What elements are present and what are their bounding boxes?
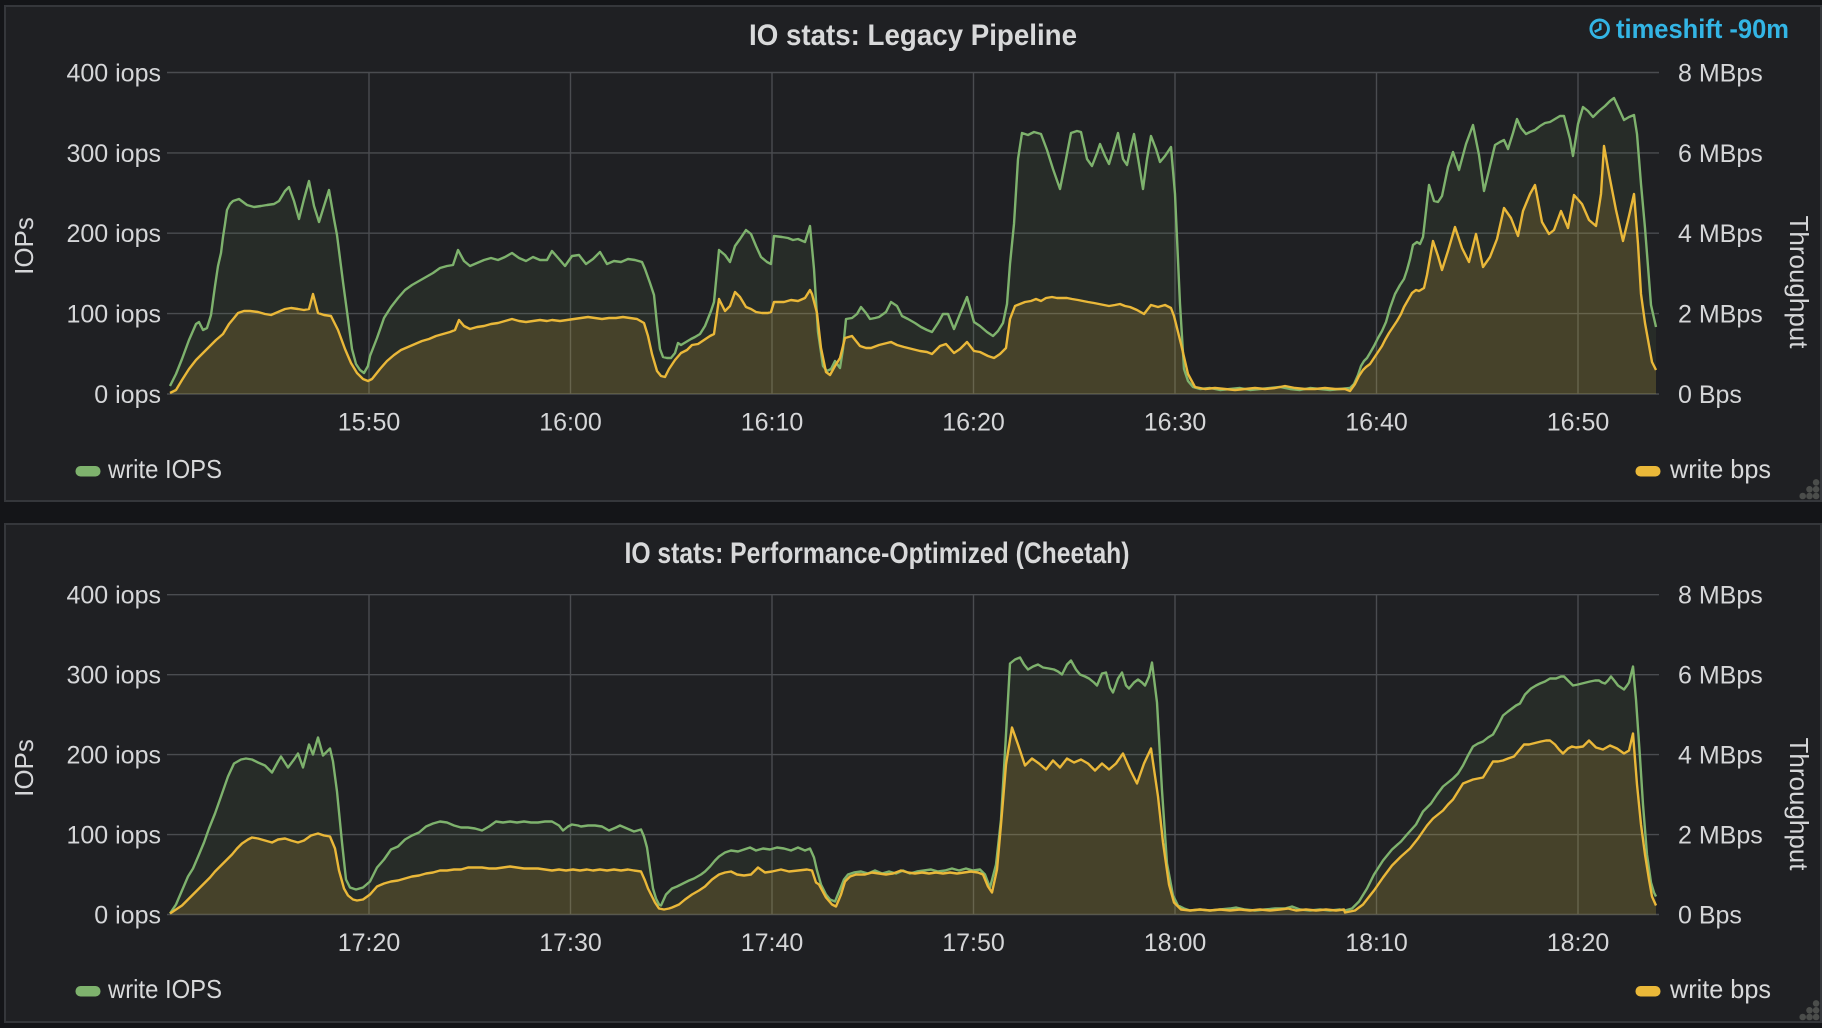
svg-text:18:20: 18:20 — [1547, 929, 1610, 957]
svg-text:16:20: 16:20 — [942, 409, 1005, 437]
svg-text:400 iops: 400 iops — [66, 60, 161, 88]
svg-text:200 iops: 200 iops — [66, 220, 161, 248]
svg-text:8 MBps: 8 MBps — [1678, 582, 1763, 610]
svg-text:2 MBps: 2 MBps — [1678, 822, 1763, 850]
svg-text:17:50: 17:50 — [942, 929, 1005, 957]
svg-text:100 iops: 100 iops — [66, 822, 161, 850]
svg-text:0 iops: 0 iops — [94, 902, 161, 930]
svg-text:100 iops: 100 iops — [66, 301, 161, 329]
svg-text:300 iops: 300 iops — [66, 140, 161, 168]
svg-text:write IOPS: write IOPS — [107, 454, 222, 484]
svg-text:0 iops: 0 iops — [94, 381, 161, 409]
svg-text:200 iops: 200 iops — [66, 742, 161, 770]
svg-text:16:30: 16:30 — [1144, 409, 1207, 437]
svg-text:0 Bps: 0 Bps — [1678, 381, 1742, 409]
svg-text:IO stats: Legacy Pipeline: IO stats: Legacy Pipeline — [749, 19, 1077, 52]
svg-text:4 MBps: 4 MBps — [1678, 220, 1763, 248]
svg-text:15:50: 15:50 — [338, 409, 401, 437]
svg-text:IO stats: Performance-Optimize: IO stats: Performance-Optimized (Cheetah… — [625, 537, 1130, 570]
svg-text:16:50: 16:50 — [1547, 409, 1610, 437]
svg-text:16:10: 16:10 — [741, 409, 804, 437]
svg-text:IOPs: IOPs — [9, 217, 39, 275]
svg-text:300 iops: 300 iops — [66, 662, 161, 690]
svg-text:IOPs: IOPs — [9, 739, 39, 797]
svg-text:2 MBps: 2 MBps — [1678, 301, 1763, 329]
svg-text:18:00: 18:00 — [1144, 929, 1207, 957]
svg-text:write bps: write bps — [1669, 454, 1771, 484]
svg-text:17:20: 17:20 — [338, 929, 401, 957]
svg-text:write IOPS: write IOPS — [107, 974, 222, 1004]
svg-text:17:30: 17:30 — [539, 929, 602, 957]
svg-text:write bps: write bps — [1669, 974, 1771, 1004]
svg-text:0 Bps: 0 Bps — [1678, 902, 1742, 930]
svg-text:400 iops: 400 iops — [66, 582, 161, 610]
svg-text:18:10: 18:10 — [1345, 929, 1408, 957]
svg-text:16:40: 16:40 — [1345, 409, 1408, 437]
svg-text:timeshift -90m: timeshift -90m — [1616, 14, 1789, 44]
svg-text:8 MBps: 8 MBps — [1678, 60, 1763, 88]
svg-text:Throughput: Throughput — [1784, 216, 1814, 350]
svg-text:6 MBps: 6 MBps — [1678, 662, 1763, 690]
svg-text:4 MBps: 4 MBps — [1678, 742, 1763, 770]
svg-text:6 MBps: 6 MBps — [1678, 140, 1763, 168]
svg-text:Throughput: Throughput — [1784, 738, 1814, 872]
svg-text:17:40: 17:40 — [741, 929, 804, 957]
svg-text:16:00: 16:00 — [539, 409, 602, 437]
